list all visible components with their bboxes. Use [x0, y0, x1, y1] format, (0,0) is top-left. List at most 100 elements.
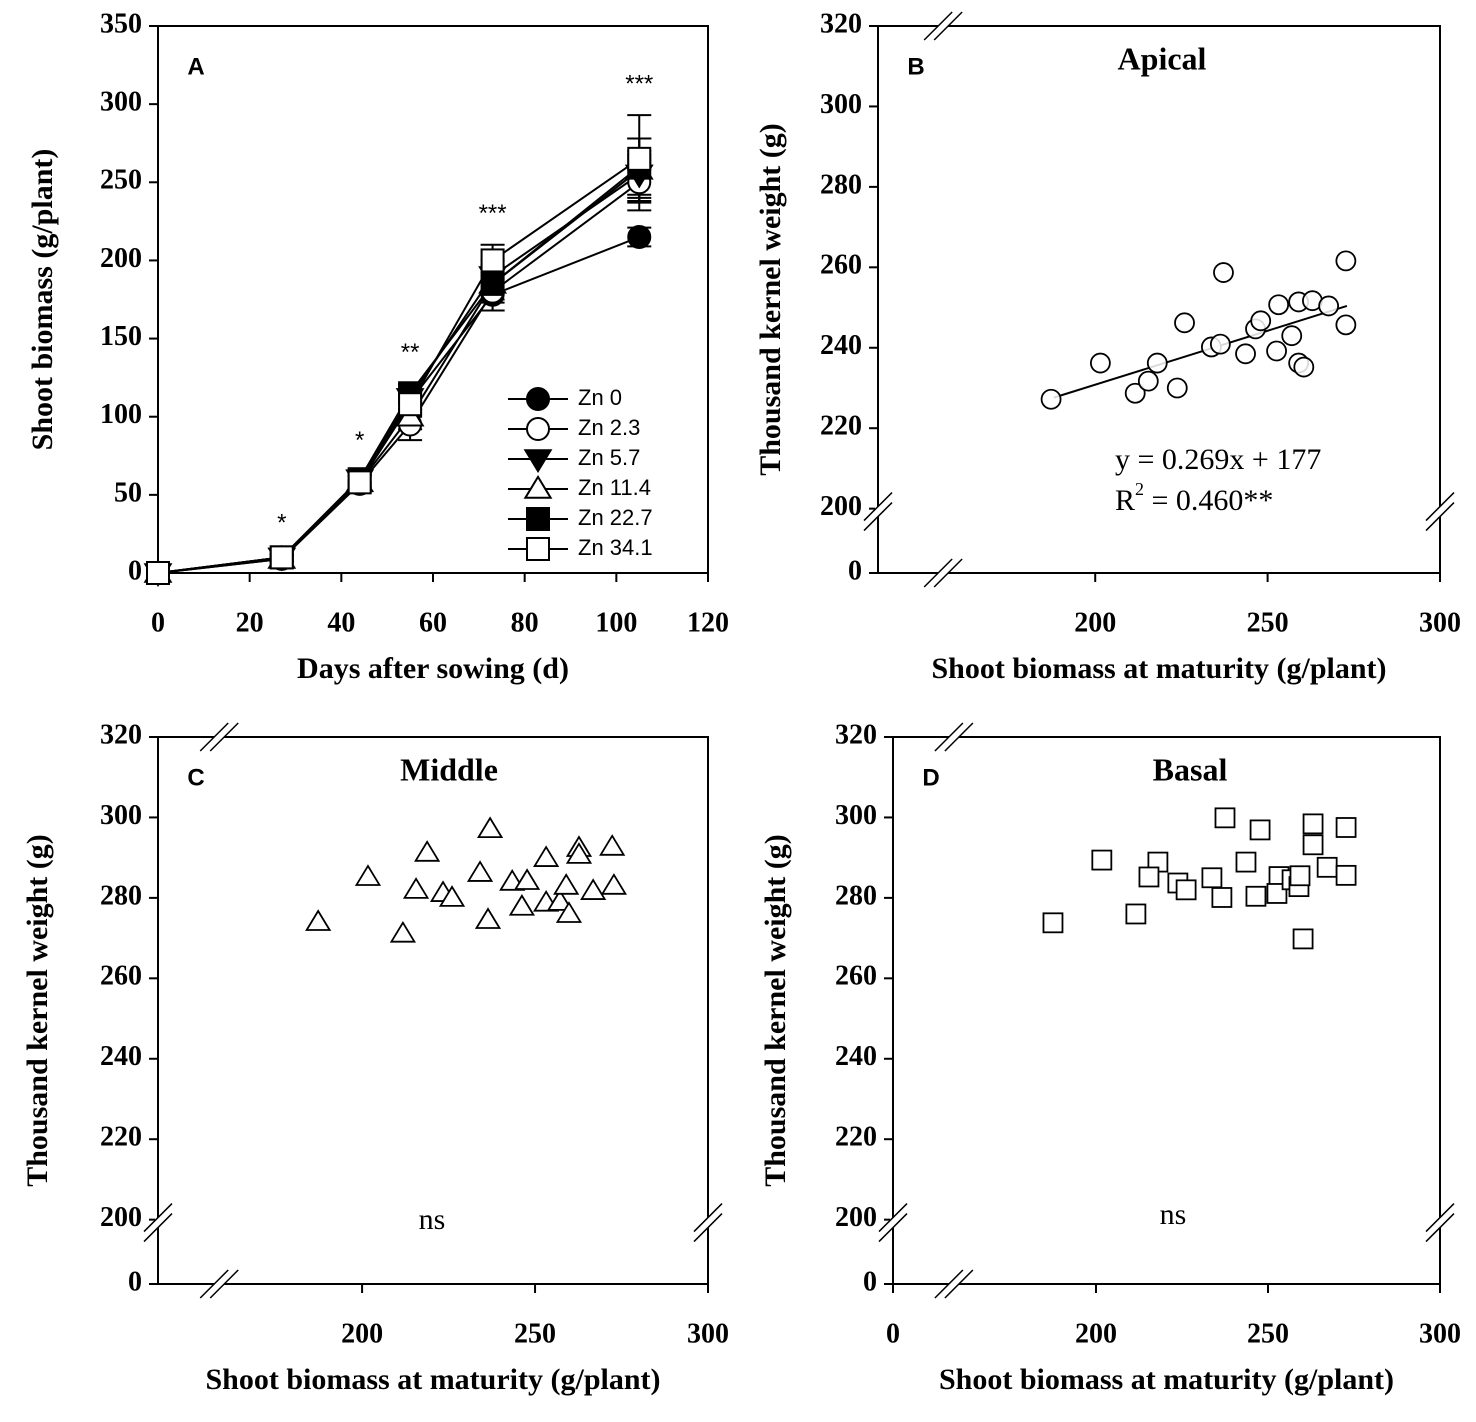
x-tick-label: 60 — [419, 607, 447, 638]
x-tick-label: 200 — [1075, 1318, 1117, 1349]
marker — [1213, 262, 1234, 283]
marker — [466, 860, 494, 882]
axis-break — [934, 722, 964, 752]
y-tick-label: 220 — [835, 1122, 877, 1153]
axis-break — [143, 1213, 173, 1243]
y-tick-label: 200 — [835, 1202, 877, 1233]
marker — [1268, 294, 1290, 316]
marker — [1091, 849, 1113, 871]
y-tick-label: 280 — [100, 880, 142, 911]
marker — [627, 146, 652, 171]
x-axis-label: Days after sowing (d) — [297, 652, 569, 685]
marker — [513, 868, 541, 890]
marker — [1146, 352, 1168, 374]
marker — [1166, 377, 1188, 399]
x-tick-label: 20 — [236, 607, 264, 638]
axis-break — [863, 492, 893, 522]
legend-marker — [526, 507, 550, 531]
axis-break — [933, 11, 963, 41]
marker — [565, 842, 593, 864]
marker — [580, 878, 607, 900]
legend-marker — [523, 449, 553, 474]
panel-title: Basal — [1153, 751, 1228, 787]
series-line — [157, 173, 640, 574]
axis-break — [1425, 1203, 1455, 1233]
panel-title: Middle — [400, 751, 498, 787]
axis-break — [693, 1213, 723, 1243]
x-axis-label: Shoot biomass at maturity (g/plant) — [205, 1363, 660, 1396]
axis-break — [199, 722, 229, 752]
x-tick-label: 120 — [687, 607, 729, 638]
y-tick-label: 0 — [128, 1266, 142, 1297]
significance: * — [277, 510, 286, 537]
r-squared: R2 = 0.460** — [1115, 479, 1273, 517]
x-tick-label: 80 — [511, 607, 539, 638]
marker — [354, 864, 382, 886]
marker — [555, 901, 583, 923]
x-tick-label: 300 — [1419, 1318, 1461, 1349]
marker — [1235, 343, 1256, 365]
y-tick-label: 200 — [820, 491, 862, 522]
r2-rest: = 0.460** — [1144, 484, 1273, 517]
y-tick-label: 260 — [835, 961, 877, 992]
plot-frame — [877, 25, 1441, 574]
significance: * — [355, 427, 364, 454]
y-tick-label: 320 — [820, 8, 862, 39]
marker — [599, 834, 626, 856]
y-tick-label: 200 — [100, 243, 142, 274]
y-tick-label: 320 — [835, 719, 877, 750]
marker — [1289, 865, 1311, 887]
y-tick-label: 320 — [100, 719, 142, 750]
marker — [1211, 887, 1233, 908]
x-tick-label: 200 — [1074, 607, 1116, 638]
marker — [508, 893, 535, 916]
marker — [438, 885, 466, 907]
x-tick-label: 300 — [687, 1318, 729, 1349]
y-tick-label: 250 — [100, 165, 142, 196]
marker — [1138, 866, 1160, 888]
y-tick-label: 0 — [863, 1266, 877, 1297]
significance-note: ns — [1160, 1198, 1187, 1231]
marker — [389, 920, 417, 943]
plot-frame — [157, 736, 709, 1285]
panel-label: A — [187, 53, 204, 80]
legend-label: Zn 34.1 — [578, 535, 653, 560]
axis-break — [944, 1269, 974, 1299]
marker — [1316, 856, 1338, 878]
axis-break — [878, 1213, 908, 1243]
x-tick-label: 300 — [1419, 607, 1461, 638]
axis-break — [693, 1203, 723, 1233]
marker — [1335, 864, 1357, 886]
marker — [1302, 813, 1324, 835]
marker — [546, 889, 574, 911]
significance: *** — [479, 200, 507, 227]
marker — [627, 224, 652, 249]
marker — [1235, 851, 1257, 873]
r2-sup: 2 — [1135, 479, 1144, 499]
legend-label: Zn 2.3 — [578, 415, 640, 440]
y-tick-label: 300 — [100, 87, 142, 118]
axis-break — [143, 1203, 173, 1233]
marker — [1335, 314, 1357, 336]
x-tick-label: 250 — [1247, 1318, 1289, 1349]
x-tick-label: 0 — [151, 607, 165, 638]
panel-title: Apical — [1118, 40, 1207, 76]
legend-marker — [526, 537, 550, 561]
axis-break — [933, 558, 963, 588]
marker — [1124, 382, 1146, 404]
y-tick-label: 300 — [820, 89, 862, 120]
y-tick-label: 220 — [100, 1122, 142, 1153]
y-axis-label: Thousand kernel weight (g) — [759, 834, 792, 1187]
marker — [414, 840, 441, 862]
marker — [1335, 817, 1357, 838]
series-line — [157, 181, 640, 574]
plot-frame — [892, 736, 1441, 1285]
y-tick-label: 240 — [100, 1041, 142, 1072]
y-tick-label: 280 — [820, 169, 862, 200]
marker — [305, 909, 332, 931]
marker — [474, 907, 502, 929]
marker — [1302, 834, 1324, 856]
panel-label: D — [922, 764, 939, 791]
axis-break — [199, 1269, 229, 1299]
